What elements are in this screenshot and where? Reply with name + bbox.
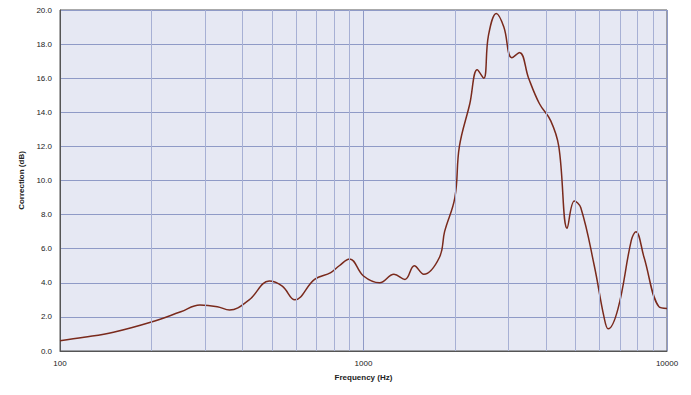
- svg-text:20.0: 20.0: [36, 6, 52, 15]
- svg-text:10000: 10000: [656, 359, 679, 368]
- svg-text:100: 100: [53, 359, 67, 368]
- svg-text:10.0: 10.0: [36, 176, 52, 185]
- svg-text:2.0: 2.0: [41, 312, 53, 321]
- svg-text:14.0: 14.0: [36, 108, 52, 117]
- svg-text:1000: 1000: [355, 359, 373, 368]
- svg-text:Frequency (Hz): Frequency (Hz): [335, 373, 393, 382]
- svg-text:Correction (dB): Correction (dB): [17, 151, 26, 210]
- svg-text:4.0: 4.0: [41, 278, 53, 287]
- svg-text:8.0: 8.0: [41, 210, 53, 219]
- svg-text:12.0: 12.0: [36, 142, 52, 151]
- svg-text:18.0: 18.0: [36, 40, 52, 49]
- svg-text:0.0: 0.0: [41, 347, 53, 356]
- svg-text:16.0: 16.0: [36, 74, 52, 83]
- svg-text:6.0: 6.0: [41, 244, 53, 253]
